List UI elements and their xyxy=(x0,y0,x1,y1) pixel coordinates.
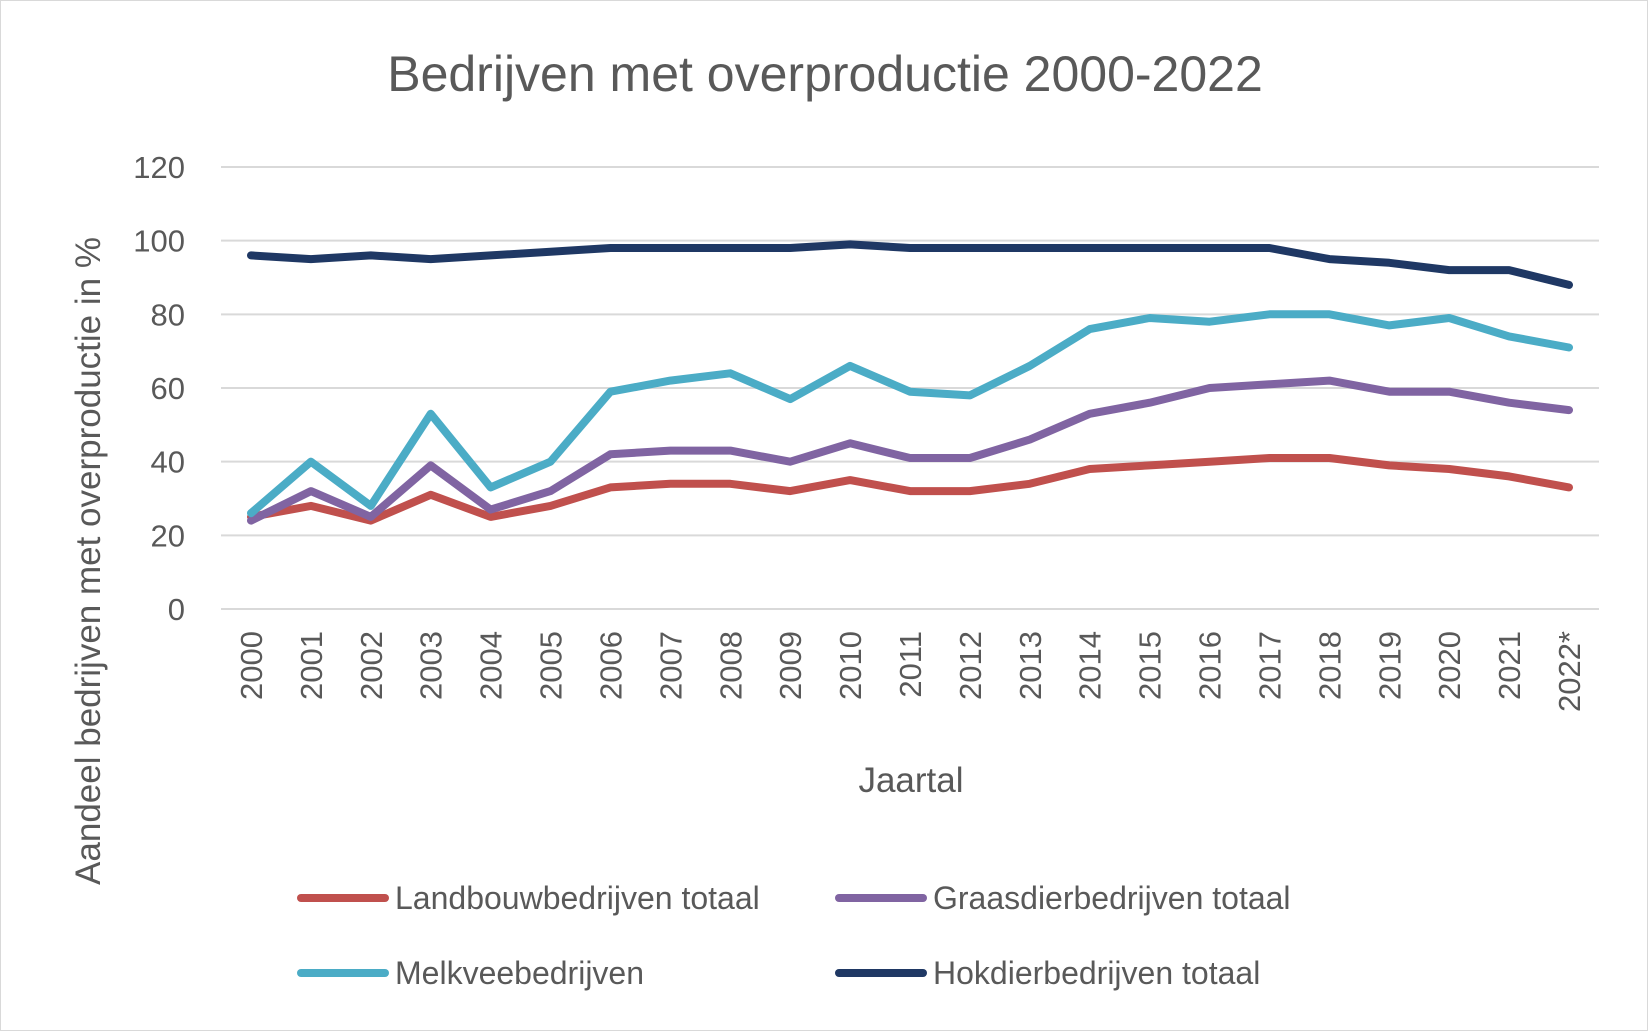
x-tick-label: 2015 xyxy=(1133,631,1168,700)
x-tick-label: 2005 xyxy=(534,631,569,700)
x-tick-label: 2012 xyxy=(953,631,988,700)
x-tick-label: 2002 xyxy=(354,631,389,700)
legend-label: Melkveebedrijven xyxy=(395,955,644,991)
x-tick-label: 2020 xyxy=(1432,631,1467,700)
x-tick-label: 2021 xyxy=(1492,631,1527,700)
x-tick-label: 2008 xyxy=(713,631,748,700)
x-tick-label: 2013 xyxy=(1013,631,1048,700)
series-line-2 xyxy=(247,376,1573,525)
y-axis-ticks: 0 20 40 60 80 100 120 xyxy=(133,150,185,627)
y-tick-label: 20 xyxy=(151,518,185,553)
x-tick-label: 2004 xyxy=(474,631,509,700)
legend-label: Landbouwbedrijven totaal xyxy=(395,880,760,916)
y-tick-label: 0 xyxy=(168,592,185,627)
series-lines xyxy=(247,240,1573,525)
x-tick-label: 2014 xyxy=(1073,631,1108,700)
series-line-3 xyxy=(247,310,1573,518)
x-tick-label: 2022* xyxy=(1552,631,1587,712)
x-tick-label: 2000 xyxy=(234,631,269,700)
x-tick-label: 2010 xyxy=(833,631,868,700)
legend: Landbouwbedrijven totaal Graasdierbedrijv… xyxy=(297,880,1291,991)
y-tick-label: 100 xyxy=(133,224,185,259)
legend-label: Hokdierbedrijven totaal xyxy=(933,955,1260,991)
x-tick-label: 2007 xyxy=(653,631,688,700)
x-tick-label: 2001 xyxy=(294,631,329,700)
series-line-1 xyxy=(247,454,1573,525)
y-axis-label: Aandeel bedrijven met overproductie in % xyxy=(69,237,108,885)
legend-label: Graasdierbedrijven totaal xyxy=(933,880,1291,916)
x-tick-label: 2016 xyxy=(1193,631,1228,700)
y-tick-label: 40 xyxy=(151,445,185,480)
x-tick-label: 2019 xyxy=(1372,631,1407,700)
x-tick-label: 2009 xyxy=(773,631,808,700)
x-axis-ticks: 2000 2001 2002 2003 2004 2005 2006 2007 2008 2009… xyxy=(234,631,1587,712)
x-tick-label: 2003 xyxy=(414,631,449,700)
x-tick-label: 2018 xyxy=(1312,631,1347,700)
series-line-4 xyxy=(247,240,1573,289)
x-tick-label: 2006 xyxy=(593,631,628,700)
x-axis-label: Jaartal xyxy=(858,761,963,800)
x-tick-label: 2011 xyxy=(893,631,928,698)
y-tick-label: 80 xyxy=(151,297,185,332)
y-tick-label: 120 xyxy=(133,150,185,185)
chart-title: Bedrijven met overproductie 2000-2022 xyxy=(387,46,1263,102)
x-tick-label: 2017 xyxy=(1252,631,1287,700)
y-tick-label: 60 xyxy=(151,371,185,406)
